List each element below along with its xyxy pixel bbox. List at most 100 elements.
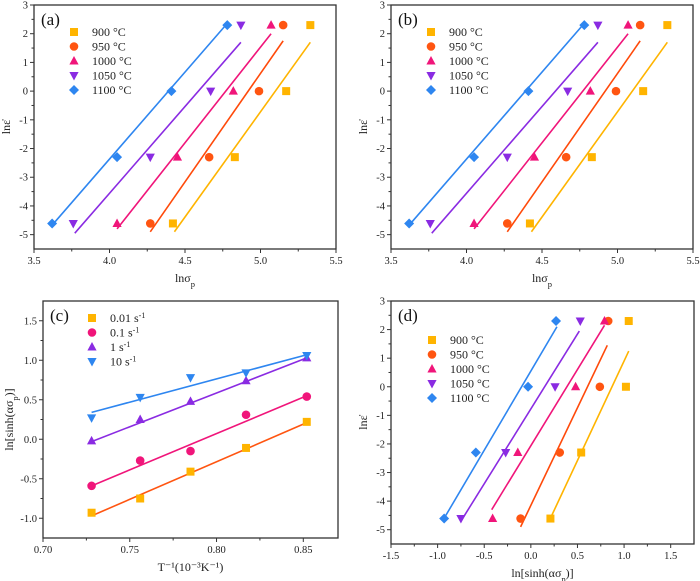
data-point — [241, 410, 251, 420]
legend-label: 1 s-1 — [110, 340, 130, 355]
y-tick-label: -3 — [19, 173, 28, 184]
legend-marker — [87, 358, 97, 367]
plot-frame — [33, 4, 337, 250]
data-point — [523, 381, 534, 392]
legend-label: 950 °C — [92, 40, 126, 54]
y-axis-title: ln[sinh(ασp)] — [2, 388, 20, 450]
x-tick-label: 0.75 — [121, 545, 139, 556]
data-point — [186, 467, 195, 476]
data-point — [595, 382, 605, 392]
x-tick-label: 0.70 — [34, 545, 52, 556]
x-tick-label: 5.5 — [329, 256, 342, 267]
data-point — [523, 86, 534, 97]
legend-label: 950 °C — [449, 40, 483, 54]
series-0 — [546, 317, 633, 523]
fit-line — [491, 324, 606, 511]
legend-marker — [428, 336, 436, 344]
legend-label: 1050 °C — [92, 69, 132, 83]
data-point — [204, 152, 214, 162]
y-axis: -5 -4 -3 -2 -1 0 1 2 3 — [376, 297, 391, 536]
data-point — [228, 86, 238, 95]
data-point — [136, 494, 145, 503]
y-tick-label: 0 — [380, 87, 385, 98]
y-tick-label: -1 — [376, 411, 385, 422]
legend-marker — [69, 72, 79, 81]
data-point — [470, 447, 481, 458]
data-point — [585, 86, 595, 95]
data-point — [306, 21, 315, 30]
panel-d: -1.5 -1.0 -0.5 0.0 0.5 1.0 1.5 -5 -4 -3 -2 -1 0 1 2 3 ln… — [356, 297, 695, 581]
y-tick-label: -5 — [376, 525, 385, 536]
fit-line — [461, 330, 581, 521]
y-tick-label: 1.5 — [24, 316, 37, 327]
data-point — [502, 219, 512, 228]
data-point — [611, 86, 621, 96]
plot-frame — [390, 4, 694, 250]
data-point — [206, 87, 216, 97]
data-point — [86, 414, 97, 423]
y-tick-label: 2 — [380, 29, 385, 40]
data-point — [425, 219, 435, 229]
y-tick-label: -2 — [376, 439, 385, 450]
data-point — [135, 393, 145, 403]
series-2 — [469, 20, 633, 230]
legend-marker — [427, 393, 437, 403]
panel-label: (c) — [50, 306, 69, 325]
fit-line — [410, 24, 584, 224]
series-2 — [488, 316, 610, 523]
y-tick-label: -4 — [376, 201, 385, 212]
y-tick-label: -3 — [376, 468, 385, 479]
y-axis-title: lnε̇ — [356, 414, 370, 429]
x-tick-label: 4.5 — [178, 256, 191, 267]
legend-marker — [426, 56, 436, 65]
y-tick-label: 2 — [23, 29, 28, 40]
data-point — [302, 417, 311, 426]
data-point — [185, 374, 196, 383]
legend-marker — [88, 314, 96, 322]
fit-line — [53, 24, 227, 224]
data-point — [47, 218, 58, 229]
data-point — [546, 514, 555, 523]
data-point — [550, 383, 560, 392]
legend-label: 950 °C — [450, 348, 484, 362]
legend-marker — [427, 364, 437, 373]
data-point — [501, 449, 511, 458]
legend-label: 900 °C — [450, 333, 484, 347]
y-tick-label: 2 — [380, 325, 385, 336]
y-tick-label: 3 — [23, 1, 28, 12]
fit-line — [530, 41, 668, 233]
y-tick-label: -1 — [376, 115, 385, 126]
x-tick-label: 5.0 — [611, 256, 624, 267]
legend-label: 1100 °C — [450, 391, 489, 405]
fit-line — [443, 326, 558, 519]
legend: 0.01 s-10.1 s-11 s-110 s-1 — [87, 311, 145, 369]
data-point — [624, 317, 633, 326]
x-axis: -1.5 -1.0 -0.5 0.0 0.5 1.0 1.5 — [383, 544, 677, 562]
data-point — [145, 219, 155, 228]
legend-label: 1050 °C — [450, 377, 490, 391]
y-tick-label: 0 — [23, 87, 28, 98]
data-point — [563, 87, 573, 97]
data-point — [168, 219, 177, 228]
legend-marker — [427, 380, 437, 389]
legend-label: 1000 °C — [92, 54, 132, 68]
data-point — [186, 446, 195, 456]
series-4 — [404, 20, 590, 229]
data-point — [112, 218, 122, 227]
y-tick-label: 3 — [380, 1, 385, 12]
series-3 — [86, 352, 312, 423]
data-point — [87, 508, 96, 517]
legend-marker — [69, 85, 79, 95]
x-axis-title: ln[sinh(ασp)] — [511, 566, 573, 581]
data-point — [570, 381, 581, 391]
data-point — [241, 369, 251, 378]
y-tick-label: -4 — [376, 497, 385, 508]
legend-label: 1100 °C — [449, 83, 488, 97]
data-point — [236, 21, 246, 31]
data-point — [593, 21, 603, 31]
data-point — [302, 352, 312, 361]
data-point — [663, 21, 672, 30]
data-point — [561, 152, 571, 162]
data-point — [587, 153, 596, 162]
